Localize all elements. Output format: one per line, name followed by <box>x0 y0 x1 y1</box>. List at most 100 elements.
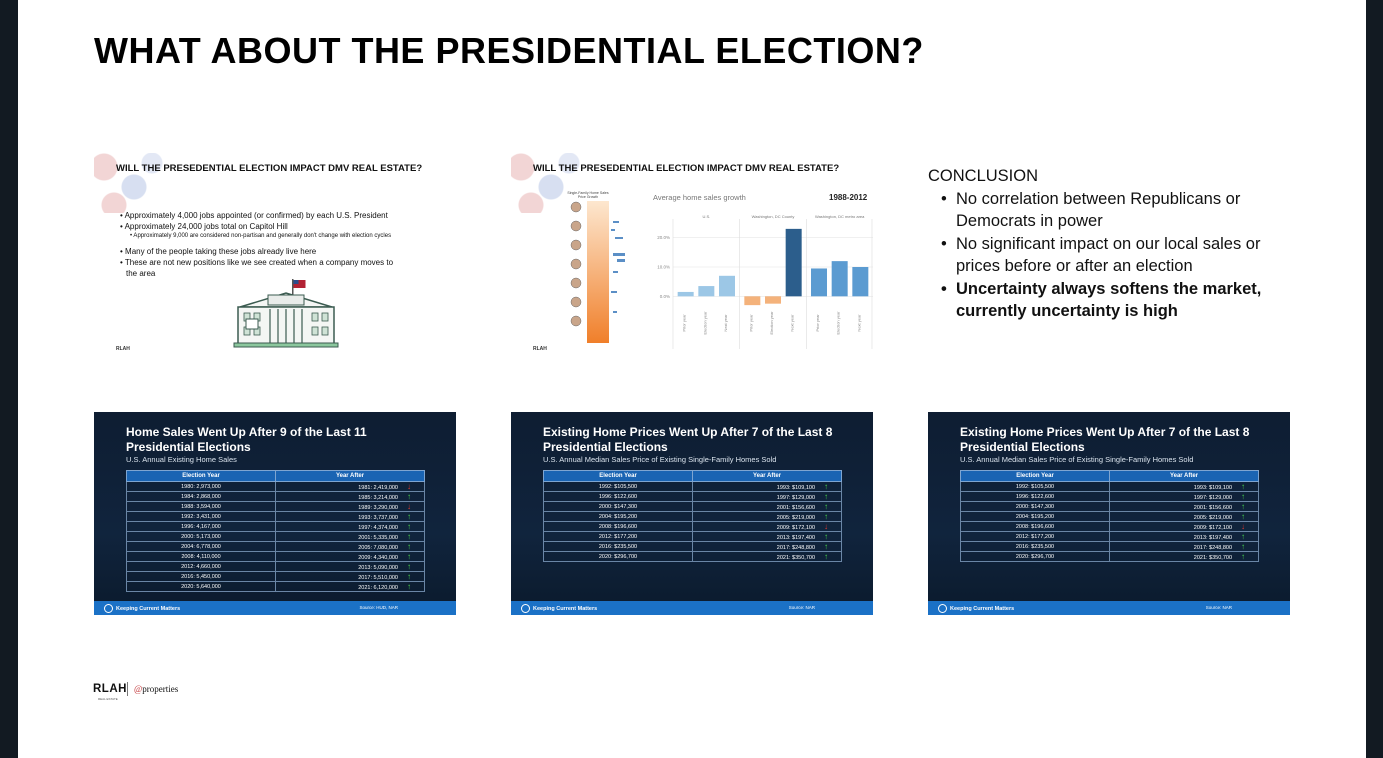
year-after-value: 2017: $248,800 <box>1193 545 1232 551</box>
election-year-cell: 2008: 4,110,000 <box>126 551 276 562</box>
election-year-cell: 1992: 3,431,000 <box>126 511 276 522</box>
chart-period: 1988-2012 <box>829 193 868 202</box>
slide-thumbnail-sales-growth: WILL THE PRESEDENTIAL ELECTION IMPACT DM… <box>511 153 873 356</box>
conclusion-item: No correlation between Republicans or De… <box>928 188 1308 233</box>
kcm-brand: Keeping Current Matters <box>521 604 597 613</box>
arrow-up-icon: ↑ <box>407 532 411 541</box>
kcm-source: Source: NAR <box>1205 605 1232 610</box>
slide-thumbnail-home-sales: Home Sales Went Up After 9 of the Last 1… <box>94 412 456 615</box>
logo-divider <box>127 682 128 696</box>
table-row: 2012: $177,200 2013: $197,400 ↑ <box>543 531 842 542</box>
year-after-value: 2013: 5,090,000 <box>358 565 398 571</box>
year-after-cell: 2021: $350,700 ↑ <box>692 551 842 562</box>
table-row: 2012: 4,660,000 2013: 5,090,000 ↑ <box>126 561 425 572</box>
table-row: 1984: 2,868,000 1985: 3,214,000 ↑ <box>126 491 425 502</box>
kcm-source: Source: HUD, NAR <box>359 605 398 610</box>
year-after-cell: 2017: $248,800 ↑ <box>1109 541 1259 552</box>
kcm-footer: Keeping Current Matters Source: NAR <box>511 601 873 615</box>
year-after-cell: 2013: 5,090,000 ↑ <box>275 561 425 572</box>
table-row: 2004: $195,200 2005: $219,000 ↑ <box>960 511 1259 522</box>
category-label: Election year <box>769 311 774 335</box>
bar <box>744 296 761 306</box>
arrow-up-icon: ↑ <box>1241 482 1245 491</box>
slide: WHAT ABOUT THE PRESIDENTIAL ELECTION? WI… <box>18 0 1366 758</box>
year-after-value: 2009: 4,340,000 <box>358 555 398 561</box>
election-year-cell: 2004: $195,200 <box>960 511 1110 522</box>
home-prices-table: Election Year Year After 1992: $105,500 1… <box>543 470 842 562</box>
year-after-cell: 1989: 3,290,000 ↓ <box>275 501 425 512</box>
conclusion-heading: CONCLUSION <box>928 167 1039 185</box>
election-year-cell: 1992: $105,500 <box>543 481 693 492</box>
arrow-down-icon: ↓ <box>1241 522 1245 531</box>
election-year-cell: 2004: $195,200 <box>543 511 693 522</box>
election-year-cell: 2020: 5,640,000 <box>126 581 276 592</box>
year-after-value: 2021: $350,700 <box>1193 555 1232 561</box>
table-row: 2004: 6,778,000 2005: 7,080,000 ↑ <box>126 541 425 552</box>
kcm-logo-icon <box>521 604 530 613</box>
kcm-footer: Keeping Current Matters Source: HUD, NAR <box>94 601 456 615</box>
bar <box>831 261 848 297</box>
rlah-logo-small: RLAH <box>533 346 547 352</box>
arrow-up-icon: ↑ <box>407 572 411 581</box>
arrow-up-icon: ↑ <box>407 562 411 571</box>
kcm-logo-icon <box>938 604 947 613</box>
election-year-cell: 1996: $122,600 <box>543 491 693 502</box>
kcm-brand-label: Keeping Current Matters <box>116 605 181 612</box>
bar <box>698 286 715 297</box>
bullet-list: • Approximately 4,000 jobs appointed (or… <box>120 210 456 279</box>
year-after-value: 2005: 7,080,000 <box>358 545 398 551</box>
year-after-cell: 1993: $109,100 ↑ <box>1109 481 1259 492</box>
election-year-cell: 2016: $235,500 <box>960 541 1110 552</box>
properties-logo: @properties <box>134 684 178 694</box>
year-after-value: 2005: $219,000 <box>1193 515 1232 521</box>
table-row: 2000: 5,173,000 2001: 5,335,000 ↑ <box>126 531 425 542</box>
election-year-cell: 2000: $147,300 <box>960 501 1110 512</box>
year-after-cell: 1997: $129,000 ↑ <box>692 491 842 502</box>
table-row: 2020: $296,700 2021: $350,700 ↑ <box>543 551 842 562</box>
group-label: U.S. <box>702 214 710 219</box>
slide-thumbnail-home-prices: Existing Home Prices Went Up After 7 of … <box>511 412 873 615</box>
year-after-value: 2001: $156,600 <box>1193 505 1232 511</box>
year-after-cell: 2021: $350,700 ↑ <box>1109 551 1259 562</box>
election-year-cell: 1980: 2,973,000 <box>126 481 276 492</box>
bar <box>765 296 781 304</box>
year-after-value: 2009: $172,100 <box>776 525 815 531</box>
column-header: Year After <box>692 470 842 482</box>
kcm-subtitle: U.S. Annual Median Sales Price of Existi… <box>960 455 1194 464</box>
category-label: Prior year <box>682 314 687 332</box>
year-after-cell: 2005: $219,000 ↑ <box>1109 511 1259 522</box>
year-after-value: 1993: $109,100 <box>776 485 815 491</box>
arrow-up-icon: ↑ <box>407 522 411 531</box>
table-row: 1988: 3,594,000 1989: 3,290,000 ↓ <box>126 501 425 512</box>
bullet-item: • Approximately 24,000 jobs total on Cap… <box>120 222 288 231</box>
kcm-brand-label: Keeping Current Matters <box>950 605 1015 612</box>
year-after-cell: 1993: 3,737,000 ↑ <box>275 511 425 522</box>
election-year-cell: 2012: 4,660,000 <box>126 561 276 572</box>
year-after-cell: 1981: 2,419,000 ↓ <box>275 481 425 492</box>
year-after-value: 2009: $172,100 <box>1193 525 1232 531</box>
year-after-value: 2017: 5,510,000 <box>358 575 398 581</box>
year-after-cell: 1985: 3,214,000 ↑ <box>275 491 425 502</box>
arrow-up-icon: ↑ <box>824 502 828 511</box>
year-after-cell: 2009: $172,100 ↓ <box>1109 521 1259 532</box>
group-label: Washington, DC County <box>752 214 795 219</box>
year-after-value: 2021: $350,700 <box>776 555 815 561</box>
year-after-cell: 2013: $197,400 ↑ <box>692 531 842 542</box>
election-year-cell: 1996: 4,167,000 <box>126 521 276 532</box>
bar <box>677 291 694 297</box>
year-after-value: 2001: $156,600 <box>776 505 815 511</box>
table-row: 2016: $235,500 2017: $248,800 ↑ <box>960 541 1259 552</box>
table-row: 1992: $105,500 1993: $109,100 ↑ <box>543 481 842 492</box>
year-after-value: 1997: $129,000 <box>1193 495 1232 501</box>
election-year-cell: 2016: $235,500 <box>543 541 693 552</box>
rlah-logo: RLAH <box>93 683 127 695</box>
arrow-up-icon: ↑ <box>407 552 411 561</box>
year-after-cell: 1993: $109,100 ↑ <box>692 481 842 492</box>
bullet-item-continued: the area <box>126 269 156 278</box>
kcm-title: Existing Home Prices Went Up After 7 of … <box>960 425 1250 454</box>
kcm-subtitle: U.S. Annual Existing Home Sales <box>126 455 237 464</box>
conclusion-list: No correlation between Republicans or De… <box>928 188 1308 323</box>
table-row: 2016: 5,450,000 2017: 5,510,000 ↑ <box>126 571 425 582</box>
arrow-up-icon: ↑ <box>1241 512 1245 521</box>
conclusion-block: CONCLUSION No correlation between Republ… <box>928 165 1308 323</box>
